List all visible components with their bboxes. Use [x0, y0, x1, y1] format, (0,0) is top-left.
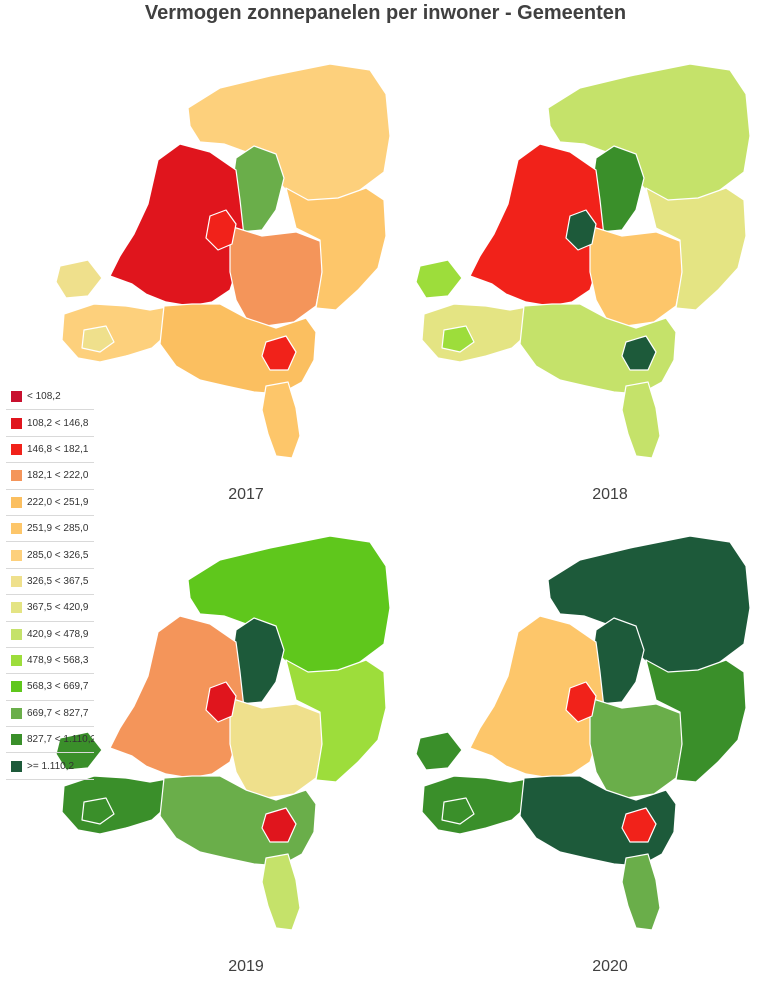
region-south: [519, 775, 677, 867]
legend-swatch: [11, 707, 22, 719]
region-center: [589, 225, 683, 327]
year-label-2019: 2019: [228, 958, 264, 975]
legend-label: 568,3 < 669,7: [27, 681, 89, 693]
region-limburg: [621, 381, 661, 459]
choropleth-map-2019: [40, 512, 400, 932]
legend-swatch: [11, 496, 22, 508]
region-center: [229, 225, 323, 327]
legend-swatch: [11, 417, 22, 429]
map-regions: [415, 535, 751, 931]
legend-item: 222,0 < 251,9: [6, 490, 94, 516]
region-limburg: [261, 381, 301, 459]
year-label-2018: 2018: [592, 486, 628, 503]
region-southwest: [61, 303, 173, 363]
choropleth-map-2020: [400, 512, 760, 932]
legend-item: 326,5 < 367,5: [6, 569, 94, 596]
legend-swatch: [11, 391, 22, 403]
legend-label: 367,5 < 420,9: [27, 602, 89, 614]
legend-item: < 108,2: [6, 384, 94, 411]
region-south: [159, 775, 317, 867]
choropleth-map-2018: [400, 40, 760, 460]
color-legend: < 108,2 108,2 < 146,8 146,8 < 182,1 182,1 <…: [6, 384, 94, 780]
legend-swatch: [11, 655, 22, 667]
legend-item: 108,2 < 146,8: [6, 410, 94, 437]
region-south: [519, 303, 677, 395]
region-southwest: [61, 775, 173, 835]
region-islands: [415, 731, 475, 825]
year-label-2020: 2020: [592, 958, 628, 975]
legend-label: 182,1 < 222,0: [27, 470, 89, 482]
region-east: [285, 659, 387, 783]
region-center: [229, 697, 323, 799]
region-accent: [205, 681, 297, 843]
legend-swatch: [11, 681, 22, 693]
region-southwest: [421, 775, 533, 835]
map-regions: [415, 63, 751, 459]
legend-label: 669,7 < 827,7: [27, 707, 89, 719]
region-accent: [205, 209, 297, 371]
legend-item: 568,3 < 669,7: [6, 674, 94, 701]
legend-item: 827,7 < 1.110,2: [6, 727, 94, 754]
legend-label: 146,8 < 182,1: [27, 443, 89, 455]
region-islands: [55, 259, 115, 353]
region-limburg: [261, 853, 301, 931]
legend-swatch: [11, 443, 22, 455]
region-center: [589, 697, 683, 799]
legend-label: 222,0 < 251,9: [27, 496, 89, 508]
year-label-2017: 2017: [228, 486, 264, 503]
legend-item: 146,8 < 182,1: [6, 437, 94, 464]
region-south: [159, 303, 317, 395]
legend-swatch: [11, 549, 22, 561]
legend-swatch: [11, 470, 22, 482]
legend-swatch: [11, 602, 22, 614]
legend-label: < 108,2: [27, 391, 61, 403]
region-east: [285, 187, 387, 311]
legend-label: 108,2 < 146,8: [27, 417, 89, 429]
legend-item: 182,1 < 222,0: [6, 463, 94, 490]
region-east: [645, 659, 747, 783]
legend-swatch: [11, 523, 22, 535]
choropleth-map-2017: [40, 40, 400, 460]
legend-label: 420,9 < 478,9: [27, 628, 89, 640]
legend-item: 251,9 < 285,0: [6, 516, 94, 543]
region-islands: [415, 259, 475, 353]
legend-item: 420,9 < 478,9: [6, 622, 94, 648]
legend-label: 478,9 < 568,3: [27, 655, 89, 667]
legend-item: 285,0 < 326,5: [6, 542, 94, 569]
legend-label: 285,0 < 326,5: [27, 549, 89, 561]
legend-swatch: [11, 734, 22, 746]
region-accent: [565, 209, 657, 371]
legend-label: 827,7 < 1.110,2: [27, 734, 94, 746]
legend-item: >= 1.110,2: [6, 753, 94, 780]
legend-item: 367,5 < 420,9: [6, 595, 94, 622]
map-title: Vermogen zonnepanelen per inwoner - Geme…: [144, 2, 627, 24]
map-regions: [55, 535, 391, 931]
legend-swatch: [11, 760, 22, 772]
legend-swatch: [11, 575, 22, 587]
legend-swatch: [11, 628, 22, 640]
legend-label: >= 1.110,2: [27, 760, 75, 772]
legend-label: 251,9 < 285,0: [27, 523, 89, 535]
region-southwest: [421, 303, 533, 363]
legend-item: 478,9 < 568,3: [6, 648, 94, 675]
legend-item: 669,7 < 827,7: [6, 701, 94, 728]
region-limburg: [621, 853, 661, 931]
map-regions: [55, 63, 391, 459]
region-east: [645, 187, 747, 311]
region-islands: [55, 731, 115, 825]
region-accent: [565, 681, 657, 843]
legend-label: 326,5 < 367,5: [27, 575, 89, 587]
